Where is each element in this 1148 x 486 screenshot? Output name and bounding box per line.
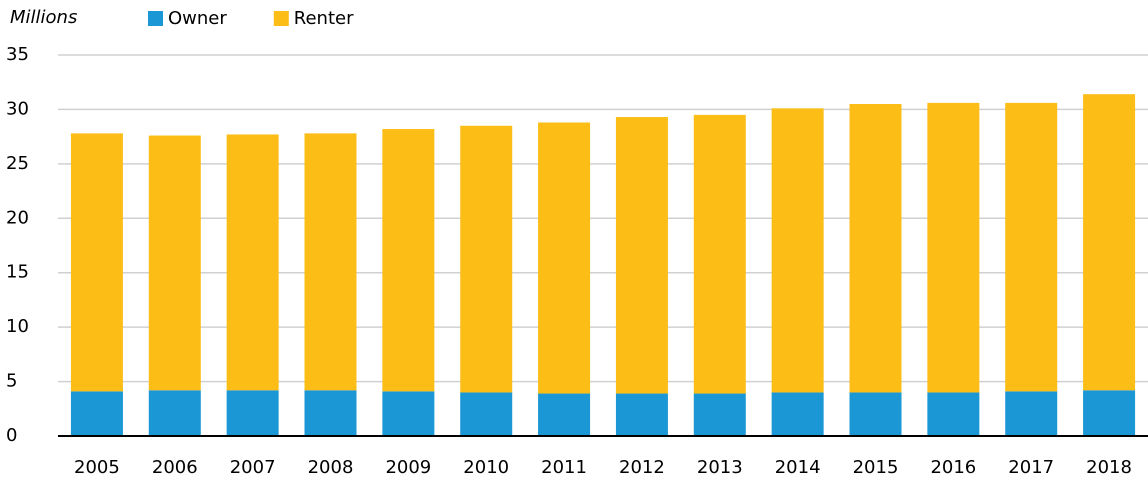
legend-swatch — [273, 11, 289, 26]
bar-segment — [927, 392, 980, 436]
bar-segment — [615, 117, 668, 394]
bar-segment — [304, 133, 357, 391]
bar-segment — [538, 393, 591, 436]
bar-segment — [382, 129, 435, 392]
bar-segment — [771, 108, 824, 393]
bar-segment — [460, 392, 513, 436]
x-tick-label: 2011 — [541, 457, 587, 478]
y-tick-label: 25 — [6, 153, 29, 174]
bar-segment — [226, 390, 279, 436]
y-tick-label: 15 — [6, 262, 29, 283]
y-tick-label: 5 — [6, 371, 17, 392]
y-axis-label: Millions — [10, 7, 77, 28]
bar-segment — [615, 393, 668, 436]
x-tick-label: 2010 — [463, 457, 509, 478]
x-tick-label: 2006 — [152, 457, 198, 478]
bar-segment — [226, 134, 279, 391]
bar-segment — [460, 125, 513, 393]
bar-segment — [70, 391, 123, 436]
x-tick-label: 2016 — [930, 457, 976, 478]
bar-segment — [1005, 102, 1058, 392]
x-tick-label: 2014 — [775, 457, 821, 478]
legend-label: Renter — [294, 8, 354, 29]
legend-label: Owner — [168, 8, 227, 29]
bar-segment — [693, 393, 746, 436]
x-tick-label: 2018 — [1086, 457, 1132, 478]
y-tick-label: 20 — [6, 207, 29, 228]
x-tick-label: 2013 — [697, 457, 743, 478]
bar-segment — [849, 103, 902, 393]
bar-segment — [1083, 390, 1136, 436]
bar-segment — [148, 390, 201, 436]
x-tick-label: 2008 — [308, 457, 354, 478]
bar-segment — [1083, 94, 1136, 391]
y-tick-label: 35 — [6, 44, 29, 65]
x-tick-label: 2017 — [1008, 457, 1054, 478]
bar-segment — [927, 102, 980, 393]
x-tick-label: 2009 — [385, 457, 431, 478]
bar-segment — [849, 392, 902, 436]
legend-swatch — [148, 11, 163, 26]
y-tick-label: 10 — [6, 316, 29, 337]
x-tick-label: 2015 — [853, 457, 899, 478]
x-tick-label: 2005 — [74, 457, 120, 478]
bar-segment — [70, 133, 123, 392]
bar-segment — [382, 391, 435, 436]
bar-segment — [693, 114, 746, 394]
x-tick-label: 2012 — [619, 457, 665, 478]
bar-segment — [1005, 391, 1058, 436]
y-tick-label: 0 — [6, 425, 17, 446]
bar-segment — [304, 390, 357, 436]
x-tick-label: 2007 — [230, 457, 276, 478]
bar-segment — [148, 135, 201, 391]
bar-segment — [771, 392, 824, 436]
bar-segment — [538, 122, 591, 394]
y-tick-label: 30 — [6, 98, 29, 119]
